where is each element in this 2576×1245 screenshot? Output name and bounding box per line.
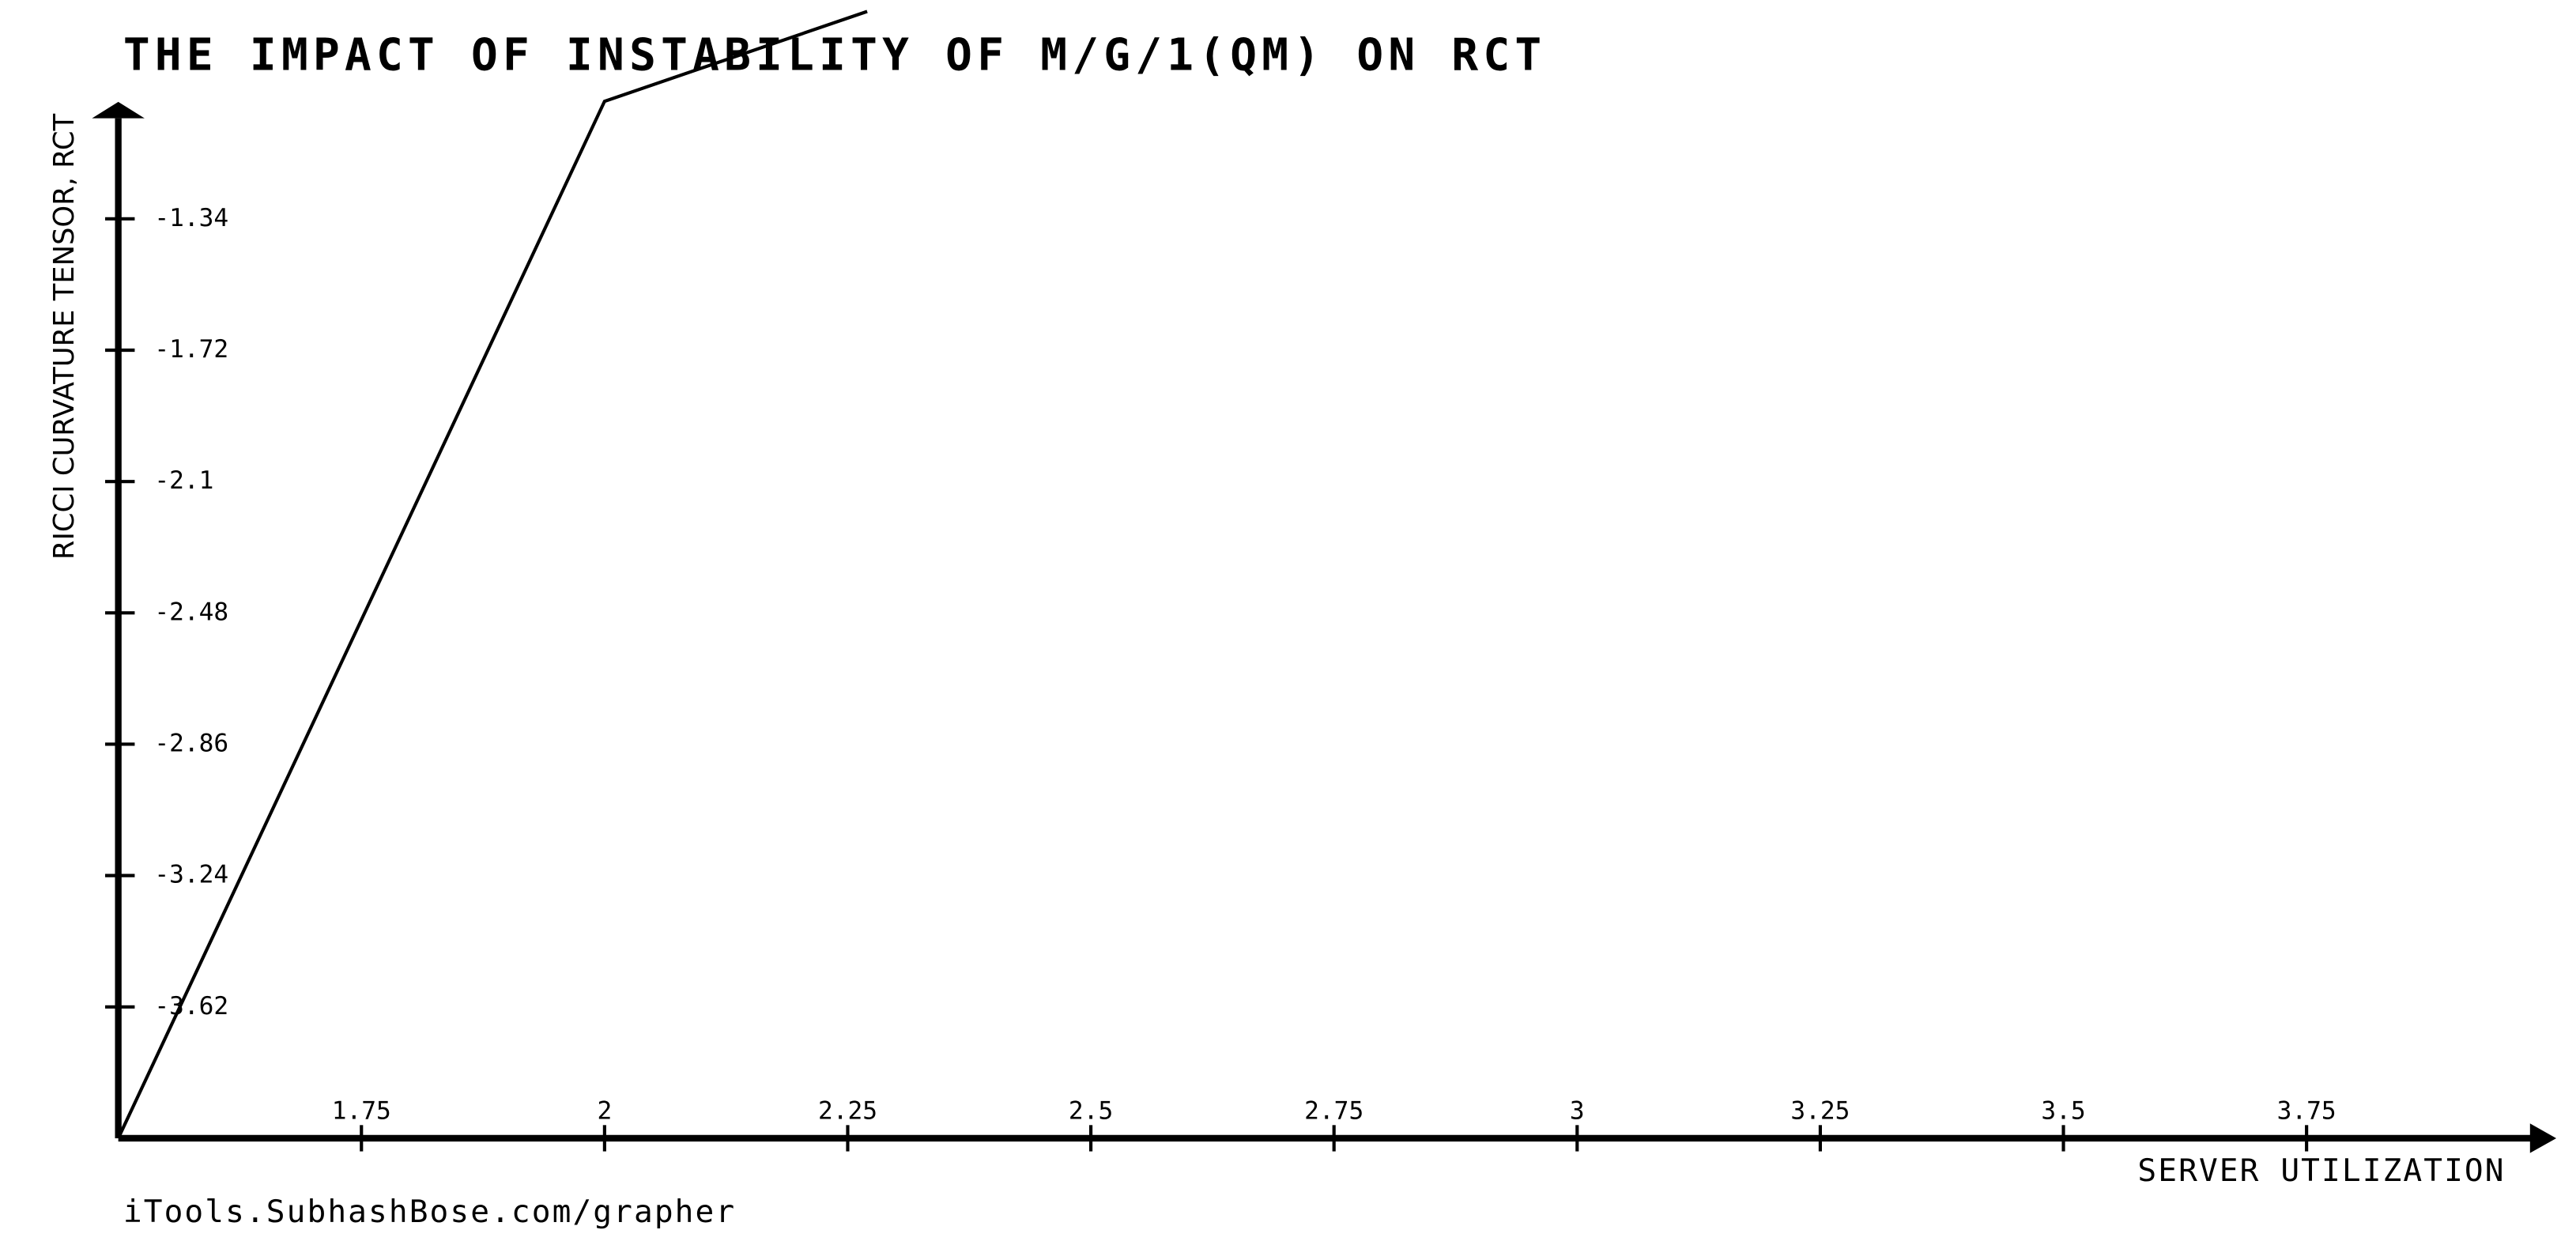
y-tick-label: -1.72 [154,335,228,364]
x-tick-label: 3.25 [1790,1097,1850,1126]
chart-title: THE IMPACT OF INSTABILITY OF M/G/1(QM) O… [123,29,1547,81]
x-tick-label: 2.5 [1069,1097,1113,1126]
x-tick-label: 2 [597,1097,612,1126]
x-tick-label: 2.75 [1304,1097,1363,1126]
y-tick-label: -2.86 [154,729,228,757]
data-line [116,9,868,1139]
x-tick-label: 3.75 [2277,1097,2337,1126]
x-axis-arrow [2529,1123,2557,1153]
y-tick-label: -3.62 [154,992,228,1021]
y-tick-label: -2.1 [154,466,213,495]
y-tick-label: -2.48 [154,598,228,626]
x-tick-label: 3.5 [2041,1097,2085,1126]
y-tick-label: -1.34 [154,204,228,232]
y-axis-label: RICCI CURVATURE TENSOR, RCT [48,113,81,560]
x-axis-label: SERVER UTILIZATION [2137,1153,2505,1189]
y-tick-label: -3.24 [154,861,228,889]
x-tick-label: 1.75 [332,1097,391,1126]
x-tick-label: 3 [1570,1097,1585,1126]
y-axis-arrow [92,101,145,119]
source: iTools.SubhashBose.com/grapher [123,1194,736,1230]
x-tick-label: 2.25 [818,1097,877,1126]
